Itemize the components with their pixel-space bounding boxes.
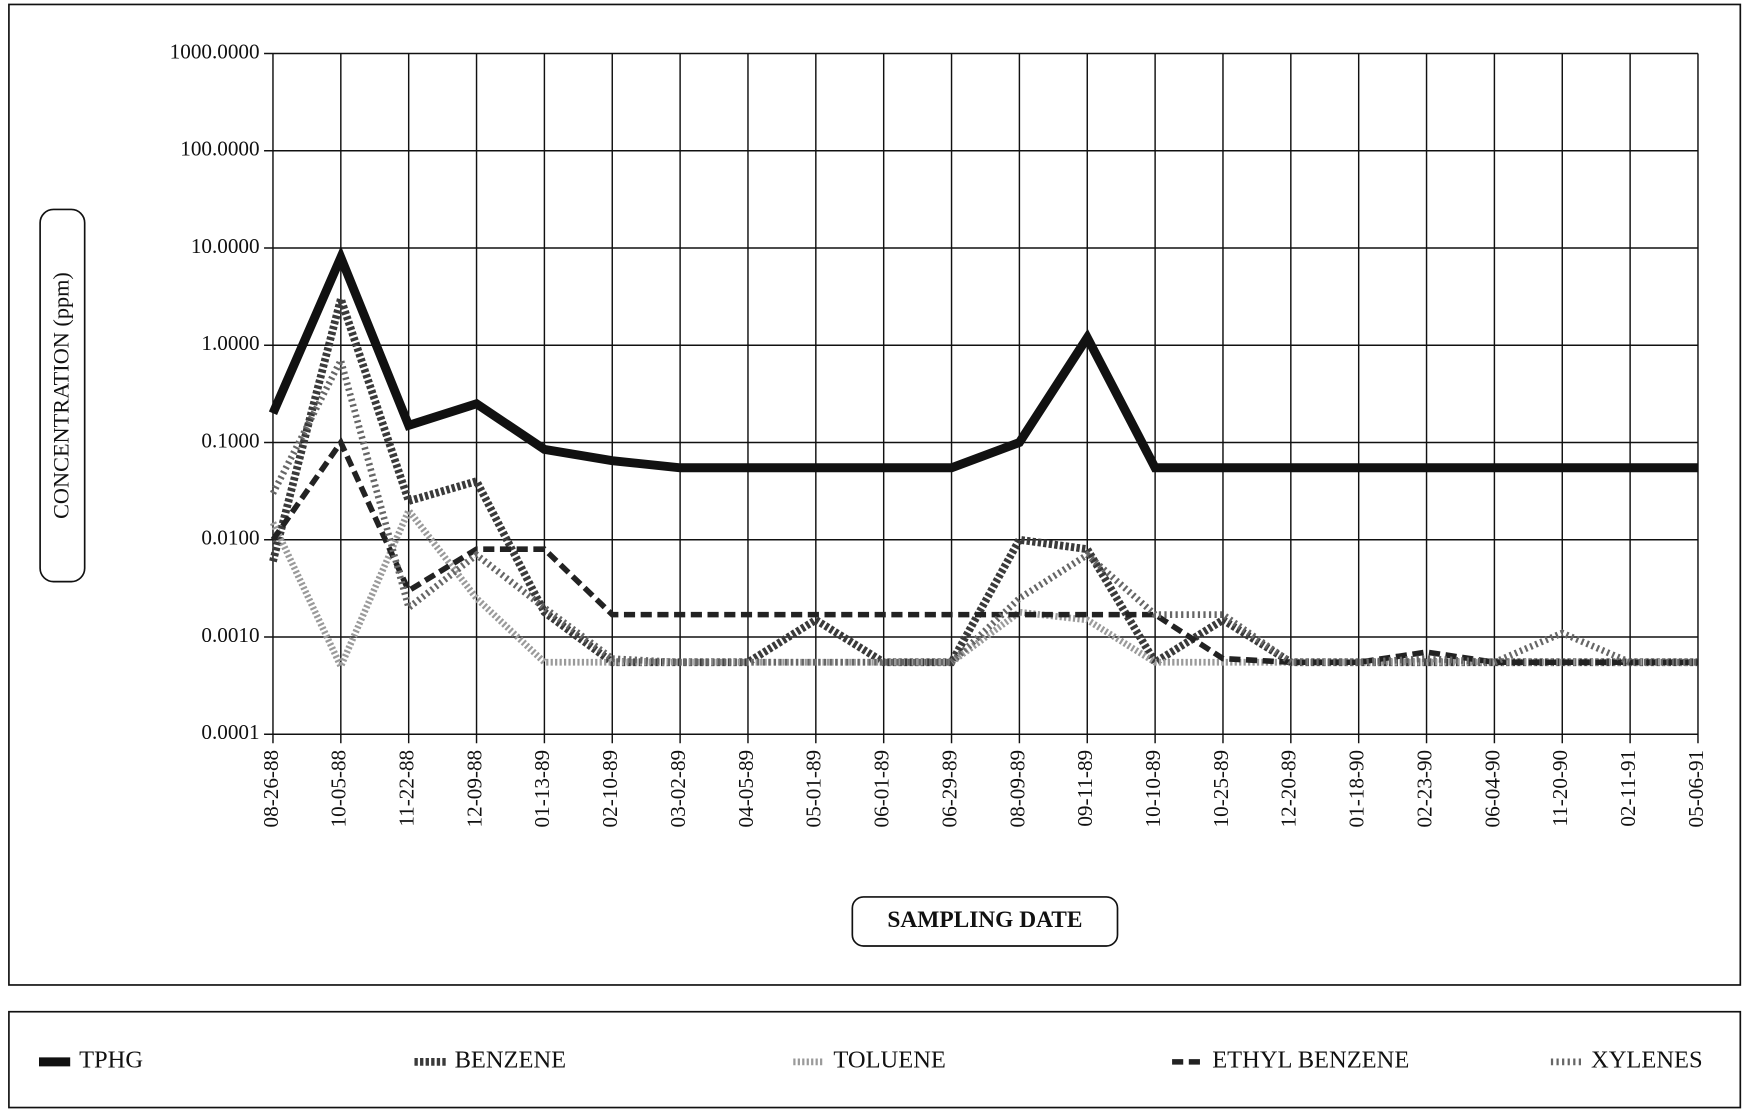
y-tick-label: 10.0000 [191,234,260,258]
y-axis-label: CONCENTRATION (ppm) [49,272,74,519]
y-tick-label: 100.0000 [180,137,259,161]
x-tick-label: 04-05-89 [734,750,758,828]
x-label-box [851,896,1119,947]
series-line [269,285,1698,668]
x-tick-label: 12-09-88 [462,750,486,828]
series-line [270,436,1698,666]
x-tick-label: 02-10-89 [598,750,622,828]
x-tick-label: 03-02-89 [666,750,690,828]
legend-frame [8,1010,1742,1109]
y-tick-label: 0.0010 [201,623,259,647]
legend-label: TOLUENE [833,1046,945,1073]
y-tick-label: 0.0100 [201,526,259,550]
x-tick-label: 05-01-89 [802,750,826,828]
legend-label: TPHG [79,1046,143,1073]
x-tick-label: 12-20-89 [1277,750,1301,828]
x-tick-label: 08-09-89 [1005,750,1029,828]
y-tick-label: 0.1000 [201,428,259,452]
series-line [269,351,1698,666]
x-tick-label: 10-25-89 [1209,750,1233,828]
x-tick-label: 01-13-89 [530,750,554,828]
x-tick-label: 10-05-88 [327,750,351,828]
x-tick-label: 02-11-91 [1616,750,1640,827]
series-line [268,245,1698,473]
x-tick-label: 06-29-89 [937,750,961,828]
x-tick-label: 11-22-88 [395,750,419,827]
x-tick-label: 05-06-91 [1684,750,1708,828]
x-tick-label: 08-26-88 [259,750,283,828]
x-tick-label: 06-01-89 [870,750,894,828]
legend-label: XYLENES [1591,1046,1703,1073]
legend-label: BENZENE [455,1046,567,1073]
x-tick-label: 06-04-90 [1480,750,1504,828]
series-line [269,503,1698,675]
y-tick-label: 1.0000 [201,331,259,355]
chart-frame [8,3,1742,986]
y-tick-label: 0.0001 [201,720,259,744]
x-tick-label: 10-10-89 [1141,750,1165,828]
y-label-box [39,208,86,583]
x-tick-label: 01-18-90 [1345,750,1369,828]
legend-label: ETHYL BENZENE [1212,1046,1409,1073]
x-axis-label: SAMPLING DATE [887,907,1082,933]
x-tick-label: 02-23-90 [1412,750,1436,828]
y-tick-label: 1000.0000 [170,39,260,63]
x-tick-label: 09-11-89 [1073,750,1097,827]
x-tick-label: 11-20-90 [1548,750,1572,827]
